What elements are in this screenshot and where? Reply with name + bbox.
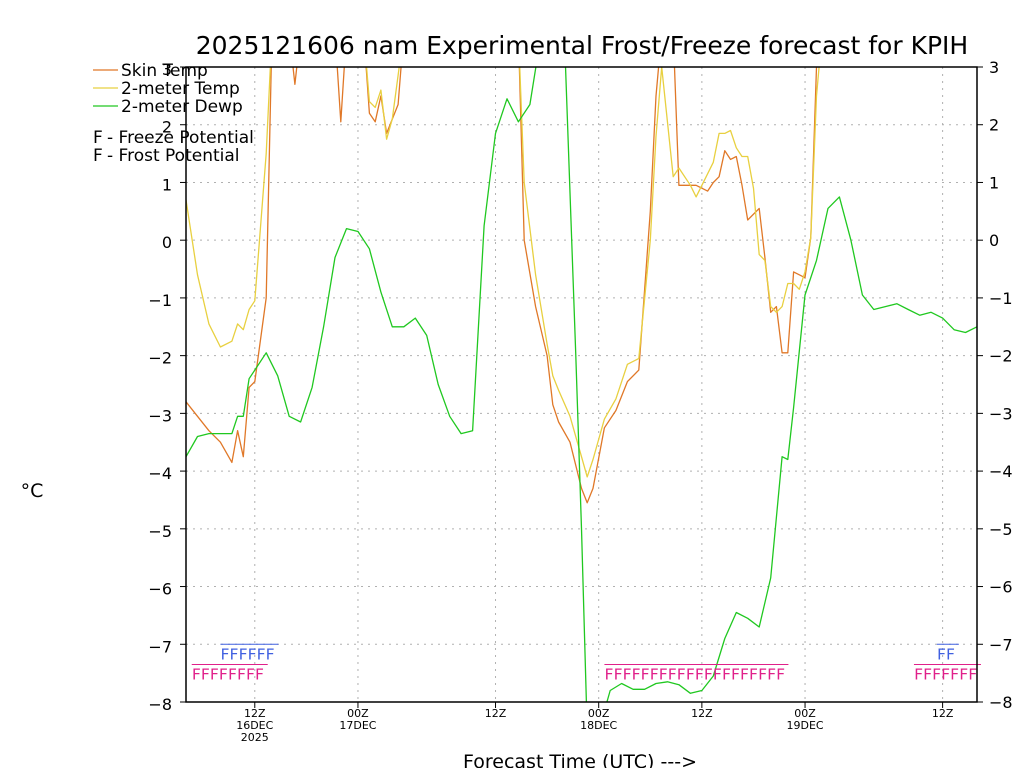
x-tick-label: 12Z (691, 707, 713, 720)
x-tick-label: 00Z (794, 707, 816, 720)
y-tick-label-right: 3 (989, 58, 999, 77)
x-tick-label: 16DEC (236, 719, 273, 732)
y-tick-label-left: 3 (162, 60, 172, 79)
grid (186, 67, 977, 702)
y-tick-label-left: −8 (148, 695, 172, 714)
y-tick-label-left: −4 (148, 464, 172, 483)
frost-run: FFFFFF (220, 645, 274, 663)
y-tick-label-left: 2 (162, 118, 172, 137)
x-tick-label: 19DEC (786, 719, 823, 732)
y-tick-label-left: 0 (162, 233, 172, 252)
y-tick-label-right: −3 (989, 404, 1013, 423)
y-tick-label-left: −2 (148, 349, 172, 368)
y-tick-label-right: −6 (989, 578, 1013, 597)
series-line-2-meter-temp (186, 67, 820, 478)
y-tick-label-right: −7 (989, 635, 1013, 654)
series-group (186, 67, 977, 702)
y-tick-label-right: −1 (989, 289, 1013, 308)
freeze-run: FFFFFFFF (192, 665, 264, 683)
y-tick-label-left: −3 (148, 406, 172, 425)
chart-title: 2025121606 nam Experimental Frost/Freeze… (196, 31, 968, 60)
y-tick-label-right: −5 (989, 520, 1013, 539)
legend-label: 2-meter Temp (121, 79, 240, 99)
y-tick-label-left: −1 (148, 291, 172, 310)
potential-legend-letter: F (93, 146, 103, 166)
y-tick-label-left: 1 (162, 175, 172, 194)
x-tick-label: 17DEC (339, 719, 376, 732)
x-tick-label: 00Z (588, 707, 610, 720)
y-tick-label-right: 2 (989, 116, 999, 135)
potential-legend-label: - Frost Potential (107, 146, 240, 166)
potential-marks: FFFFFF FFFFFFFFFF FFFFFFFFFFFFFFFFFFFF FFFF… (191, 643, 981, 683)
legend-label: 2-meter Dewp (121, 97, 243, 117)
legend-label: Skin Temp (121, 61, 208, 81)
y-tick-label-right: −4 (989, 462, 1013, 481)
y-axis-label: °C (21, 480, 44, 502)
x-tick-label: 12Z (244, 707, 266, 720)
y-tick-label-right: −2 (989, 347, 1013, 366)
freeze-run: FFFFFFF (914, 665, 977, 683)
plot-frame (185, 66, 978, 703)
potential-legend-label: - Freeze Potential (107, 128, 254, 148)
x-tick-label: 12Z (485, 707, 507, 720)
frost-run: FF (937, 645, 955, 663)
x-axis-label: Forecast Time (UTC) ---> (463, 751, 697, 768)
y-tick-label-right: 0 (989, 231, 999, 250)
y-tick-label-left: −5 (148, 522, 172, 541)
x-tick-label: 12Z (932, 707, 954, 720)
y-tick-label-left: −6 (148, 580, 172, 599)
y-tick-label-right: −8 (989, 693, 1013, 712)
series-line-2-meter-dewp (186, 67, 977, 702)
x-tick-label: 2025 (241, 731, 269, 744)
y-tick-label-left: −7 (148, 637, 172, 656)
y-axis-ticks: −8 −8 −7 −7 −6 −6 −5 −5 −4 −4 −3 −3 −2 −2 −1 −1 0 0 1 1 2 2 3 3 (148, 58, 1012, 714)
x-tick-label: 18DEC (580, 719, 617, 732)
y-tick-label-right: 1 (989, 173, 999, 192)
freeze-run: FFFFFFFFFFFFFFFFFFFF (604, 665, 785, 683)
potential-legend-letter: F (93, 128, 103, 148)
x-tick-label: 00Z (347, 707, 369, 720)
series-line-skin-temp (186, 67, 818, 504)
